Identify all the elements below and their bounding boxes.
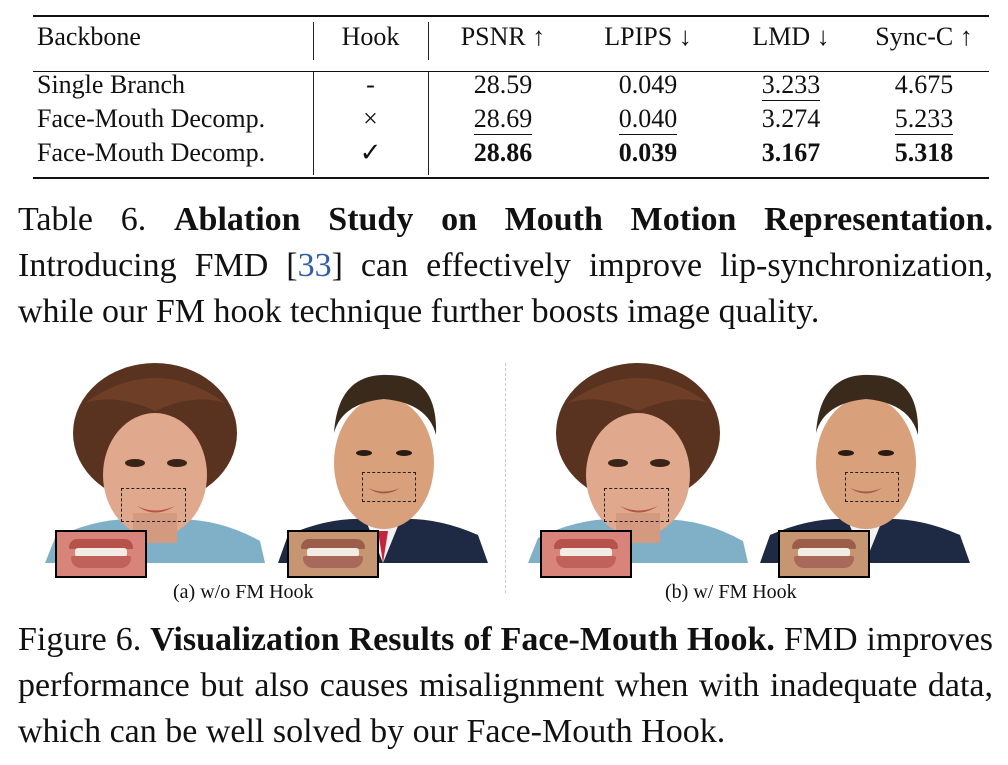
header-lmd: LMD ↓ bbox=[752, 22, 830, 51]
header-backbone: Backbone bbox=[37, 22, 141, 51]
table-cell-lpips: 0.039 bbox=[618, 138, 678, 167]
table-cell-hook: - bbox=[366, 70, 375, 99]
mouth-crop-box bbox=[121, 488, 186, 522]
mouth-crop-box bbox=[845, 472, 899, 502]
table-cell-syncc: 5.318 bbox=[894, 138, 954, 167]
table-bottom-rule bbox=[33, 177, 989, 179]
table-col-divider bbox=[313, 72, 314, 175]
citation-link[interactable]: 33 bbox=[297, 247, 332, 284]
table-cell-psnr: 28.69 bbox=[438, 103, 568, 135]
figure-caption: Figure 6. Visualization Results of Face-… bbox=[18, 617, 993, 755]
table-cell-syncc-value: 5.233 bbox=[894, 104, 954, 135]
table-cell-backbone: Face-Mouth Decomp. bbox=[37, 138, 266, 167]
table-cell-lpips: 0.040 bbox=[583, 103, 713, 135]
table-cell-hook: × bbox=[363, 104, 378, 133]
table-cell-psnr: 28.59 bbox=[473, 70, 533, 99]
table-cell-lpips: 0.049 bbox=[618, 70, 678, 99]
table-top-rule bbox=[33, 15, 989, 17]
table-caption: Table 6. Ablation Study on Mouth Motion … bbox=[18, 197, 993, 335]
table-cell-syncc: 5.233 bbox=[859, 103, 989, 135]
figure-caption-title: Visualization Results of Face-Mouth Hook… bbox=[150, 621, 775, 658]
subcaption-a: (a) w/o FM Hook bbox=[173, 581, 314, 603]
table-caption-title: Ablation Study on Mouth Motion Represent… bbox=[173, 201, 993, 238]
table-col-divider bbox=[428, 72, 429, 175]
mouth-crop-box bbox=[362, 472, 416, 502]
subcaption-b: (b) w/ FM Hook bbox=[665, 581, 797, 603]
woman-face-image-a bbox=[45, 363, 265, 563]
table-cell-lmd: 3.167 bbox=[761, 138, 821, 167]
table-cell-lmd: 3.274 bbox=[761, 104, 821, 133]
table-col-divider bbox=[428, 22, 429, 60]
results-table: Backbone Hook PSNR ↑ LPIPS ↓ LMD ↓ Sync-… bbox=[33, 15, 989, 179]
table-cell-hook: ✓ bbox=[359, 138, 382, 167]
figure-caption-label: Figure 6. bbox=[18, 621, 142, 658]
table-caption-text-post: ] can effectively improve lip-synchroniz… bbox=[18, 247, 993, 330]
mouth-zoom-inset bbox=[540, 530, 632, 578]
table-cell-backbone: Face-Mouth Decomp. bbox=[37, 104, 266, 133]
header-hook: Hook bbox=[341, 22, 400, 51]
table-cell-lmd: 3.233 bbox=[726, 69, 856, 101]
table-cell-syncc: 4.675 bbox=[894, 70, 954, 99]
table-cell-lmd-value: 3.233 bbox=[761, 70, 821, 101]
header-psnr: PSNR ↑ bbox=[460, 22, 546, 51]
table-cell-psnr: 28.86 bbox=[473, 138, 533, 167]
mouth-zoom-inset bbox=[287, 530, 379, 578]
table-col-divider bbox=[313, 22, 314, 60]
header-lpips: LPIPS ↓ bbox=[604, 22, 692, 51]
figure-6: (a) w/o FM Hook (b) w/ FM Hook bbox=[0, 355, 1008, 610]
panel-divider bbox=[505, 363, 506, 593]
header-syncc: Sync-C ↑ bbox=[875, 22, 973, 51]
table-cell-backbone: Single Branch bbox=[37, 70, 186, 99]
figure-caption-text: FMD improves performance but also causes… bbox=[18, 621, 993, 750]
table-header-rule bbox=[33, 71, 989, 72]
table-caption-label: Table 6. bbox=[18, 201, 147, 238]
mouth-zoom-inset bbox=[55, 530, 147, 578]
table-cell-lpips-value: 0.040 bbox=[618, 104, 678, 135]
table-caption-text-pre: Introducing FMD [ bbox=[18, 247, 298, 284]
table-cell-psnr-value: 28.69 bbox=[473, 104, 533, 135]
mouth-crop-box bbox=[604, 488, 669, 522]
mouth-zoom-inset bbox=[778, 530, 870, 578]
